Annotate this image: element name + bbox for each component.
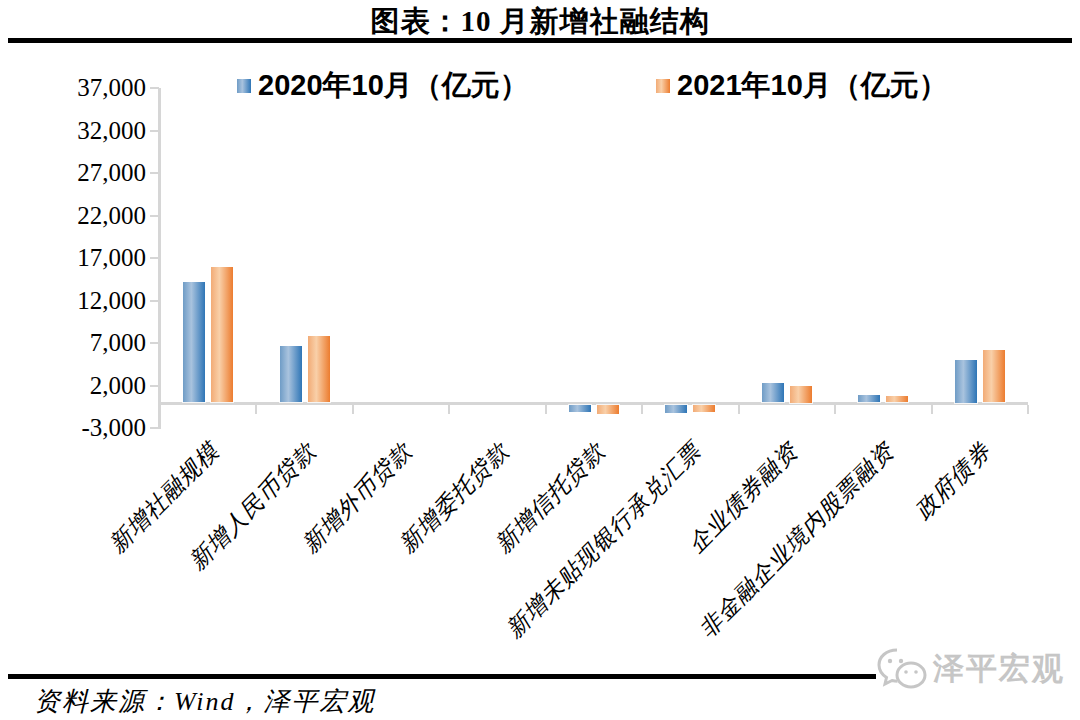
x-axis-tick bbox=[352, 405, 354, 414]
y-axis-tick bbox=[150, 257, 159, 259]
y-tick-label: 37,000 bbox=[28, 74, 146, 102]
x-axis-tick bbox=[545, 405, 547, 414]
x-axis-tick bbox=[738, 405, 740, 414]
watermark-brand: 泽平宏观 bbox=[933, 648, 1065, 690]
bar-2020年10月（亿元）-新增未贴现银行承兑汇票 bbox=[665, 405, 687, 414]
y-axis-tick bbox=[150, 215, 159, 217]
y-tick-label: 27,000 bbox=[28, 159, 146, 187]
bar-2020年10月（亿元）-新增信托贷款 bbox=[569, 405, 591, 413]
bar-2020年10月（亿元）-新增人民币贷款 bbox=[280, 346, 302, 403]
chart-title: 图表：10 月新增社融结构 bbox=[0, 2, 1080, 42]
y-tick-label: 12,000 bbox=[28, 287, 146, 315]
y-axis-tick bbox=[150, 385, 159, 387]
bar-2020年10月（亿元）-新增社融规模 bbox=[183, 282, 205, 403]
y-axis-tick bbox=[150, 130, 159, 132]
y-axis-tick bbox=[150, 87, 159, 89]
x-axis-tick bbox=[641, 405, 643, 414]
y-tick-label: 2,000 bbox=[28, 372, 146, 400]
bar-2021年10月（亿元）-政府债券 bbox=[983, 350, 1005, 403]
y-axis-tick bbox=[150, 427, 159, 429]
bar-2020年10月（亿元）-非金融企业境内股票融资 bbox=[858, 395, 880, 403]
y-axis-tick bbox=[150, 300, 159, 302]
x-axis-tick bbox=[448, 405, 450, 414]
bar-2021年10月（亿元）-非金融企业境内股票融资 bbox=[886, 396, 908, 403]
y-tick-label: -3,000 bbox=[28, 414, 146, 442]
y-tick-label: 22,000 bbox=[28, 202, 146, 230]
bar-2021年10月（亿元）-企业债券融资 bbox=[790, 386, 812, 403]
y-tick-label: 17,000 bbox=[28, 244, 146, 272]
chart-figure: 图表：10 月新增社融结构 2020年10月（亿元）2021年10月（亿元） 3… bbox=[0, 0, 1080, 720]
bar-2020年10月（亿元）-政府债券 bbox=[955, 360, 977, 403]
y-axis-tick bbox=[150, 172, 159, 174]
y-tick-label: 32,000 bbox=[28, 117, 146, 145]
source-note: 资料来源：Wind，泽平宏观 bbox=[34, 684, 375, 719]
x-category-label: 非金融企业境内股票融资 bbox=[693, 436, 902, 645]
x-axis-tick bbox=[1027, 405, 1029, 414]
bar-2021年10月（亿元）-新增信托贷款 bbox=[597, 405, 619, 414]
plot-area: 37,00032,00027,00022,00017,00012,0007,00… bbox=[160, 88, 1028, 428]
x-category-label: 新增未贴现银行承兑汇票 bbox=[500, 436, 709, 645]
x-axis-tick bbox=[834, 405, 836, 414]
y-tick-label: 7,000 bbox=[28, 329, 146, 357]
x-axis-tick bbox=[255, 405, 257, 414]
bar-2021年10月（亿元）-新增社融规模 bbox=[211, 267, 233, 402]
bar-2021年10月（亿元）-新增未贴现银行承兑汇票 bbox=[693, 405, 715, 412]
title-divider bbox=[8, 38, 1072, 43]
bar-2020年10月（亿元）-企业债券融资 bbox=[762, 383, 784, 403]
x-axis-tick bbox=[931, 405, 933, 414]
bar-2021年10月（亿元）-新增人民币贷款 bbox=[308, 336, 330, 402]
x-category-label: 政府债券 bbox=[908, 436, 998, 526]
y-axis-tick bbox=[150, 342, 159, 344]
wechat-icon bbox=[876, 647, 928, 691]
watermark: 泽平宏观 bbox=[876, 645, 1072, 693]
